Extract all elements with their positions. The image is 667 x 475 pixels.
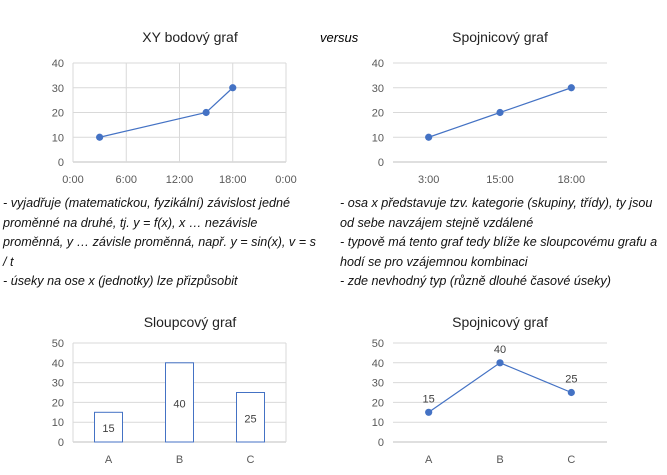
note-right-3: - zde nevhodný typ (různě dlouhé časové … (340, 274, 611, 288)
y-tick-label: 10 (372, 417, 384, 429)
x-category-label: 15:00 (486, 174, 514, 186)
x-category-label: 3:00 (418, 174, 439, 186)
y-tick-label: 0 (378, 157, 384, 169)
data-label: 15 (102, 423, 114, 435)
note-left-2: - úseky na ose x (jednotky) lze přizpůso… (3, 274, 238, 288)
y-tick-label: 30 (372, 378, 384, 390)
x-category-label: C (567, 454, 575, 466)
bar (94, 411, 123, 443)
bar (165, 362, 194, 443)
y-tick-label: 10 (52, 132, 64, 144)
y-tick-label: 0 (378, 437, 384, 449)
data-point (425, 408, 433, 416)
x-category-label: A (105, 454, 113, 466)
y-tick-label: 40 (372, 58, 384, 70)
data-label: 40 (494, 344, 506, 356)
y-tick-label: 20 (52, 108, 64, 120)
data-point (425, 133, 433, 141)
y-tick-label: 30 (372, 83, 384, 95)
y-tick-label: 0 (58, 437, 64, 449)
data-label: 25 (244, 413, 256, 425)
versus-label: versus (320, 30, 359, 45)
y-tick-label: 40 (372, 358, 384, 370)
data-point (202, 108, 210, 117)
chart-title-xy: XY bodový graf (142, 29, 238, 45)
data-label: 25 (565, 374, 577, 386)
x-category-label: A (425, 454, 433, 466)
x-category-label: B (496, 454, 503, 466)
chart-title-line-abc: Spojnicový graf (452, 314, 548, 330)
y-tick-label: 20 (52, 397, 64, 409)
bar (236, 392, 265, 443)
chart-title-bar: Sloupcový graf (143, 314, 237, 330)
data-point (229, 84, 237, 92)
x-category-label: 18:00 (558, 174, 586, 186)
data-point (96, 133, 104, 141)
notes-right: - osa x představuje tzv. kategorie (skup… (340, 194, 667, 292)
data-point (496, 108, 504, 117)
y-tick-label: 30 (52, 83, 64, 95)
x-category-label: C (247, 454, 255, 466)
data-label: 15 (423, 393, 435, 405)
y-tick-label: 20 (372, 397, 384, 409)
data-label: 40 (173, 398, 185, 410)
data-point (496, 359, 504, 367)
y-tick-label: 10 (52, 417, 64, 429)
y-tick-label: 0 (58, 157, 64, 169)
y-tick-label: 40 (52, 358, 64, 370)
y-tick-label: 50 (52, 338, 64, 350)
notes-left: - vyjadřuje (matematickou, fyzikální) zá… (3, 194, 321, 292)
y-tick-label: 40 (52, 58, 64, 70)
data-point (567, 84, 575, 92)
x-tick-label: 0:00 (62, 174, 83, 186)
series-line (428, 362, 572, 413)
x-tick-label: 12:00 (166, 174, 194, 186)
y-tick-label: 20 (372, 108, 384, 120)
x-tick-label: 18:00 (219, 174, 247, 186)
x-category-label: B (176, 454, 183, 466)
x-tick-label: 6:00 (116, 174, 137, 186)
y-tick-label: 50 (372, 338, 384, 350)
note-right-2: - typově má tento graf tedy blíže ke slo… (340, 235, 661, 269)
note-right-1: - osa x představuje tzv. kategorie (skup… (340, 196, 656, 230)
y-tick-label: 10 (372, 132, 384, 144)
data-point (567, 388, 575, 397)
x-tick-label: 0:00 (275, 174, 296, 186)
note-left-1: - vyjadřuje (matematickou, fyzikální) zá… (3, 196, 320, 269)
chart-title-line-time: Spojnicový graf (452, 29, 548, 45)
y-tick-label: 30 (52, 378, 64, 390)
